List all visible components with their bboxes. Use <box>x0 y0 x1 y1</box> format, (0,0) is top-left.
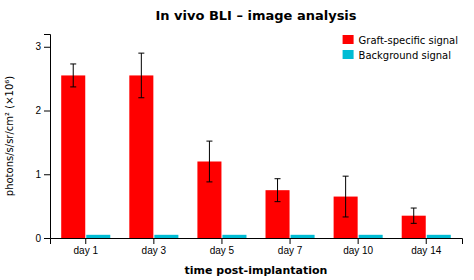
title: In vivo BLI – image analysis <box>155 8 356 23</box>
x-tick: day 3 <box>142 238 167 256</box>
x-tick-mark <box>358 238 359 244</box>
x-tick-mark <box>153 238 154 244</box>
legend-swatch <box>343 35 354 44</box>
legend: Graft-specific signal Background signal <box>343 35 458 61</box>
y-tick: 0 <box>35 233 50 244</box>
y-tick: 1 <box>35 169 50 180</box>
bar <box>154 235 178 238</box>
bar <box>86 235 110 238</box>
x-tick-mark <box>290 238 291 244</box>
error-bar <box>411 208 417 223</box>
x-tick-label: day 10 <box>343 245 373 256</box>
x-tick: day 5 <box>210 238 235 256</box>
error-bar <box>343 176 349 217</box>
x-tick: day 14 <box>411 238 441 256</box>
y-tick-label: 3 <box>35 41 41 52</box>
y-tick-mark <box>44 111 50 112</box>
x-axis-title: time post-implantation <box>185 264 328 277</box>
x-tick-mark <box>85 238 86 244</box>
legend-item: Graft-specific signal <box>343 35 458 46</box>
y-tick-mark <box>44 47 50 48</box>
bar <box>129 75 153 238</box>
error-bar <box>275 179 281 202</box>
y-tick-label: 2 <box>35 105 41 116</box>
x-tick: day 10 <box>343 238 373 256</box>
y-tick-mark <box>44 174 50 175</box>
x-tick-label: day 7 <box>278 245 303 256</box>
y-tick-label: 0 <box>35 233 41 244</box>
bar <box>359 235 383 238</box>
x-tick-label: day 5 <box>210 245 235 256</box>
chart: 0 1 2 3 day 1 day 3 day 5 day 7 day 10 day 14 Graf… <box>0 0 474 280</box>
x-tick: day 1 <box>74 238 99 256</box>
y-tick: 3 <box>35 41 50 52</box>
x-tick-mark <box>426 238 427 244</box>
x-tick-label: day 1 <box>74 245 99 256</box>
bar <box>222 235 246 238</box>
bar-series <box>61 53 426 238</box>
y-tick: 2 <box>35 105 50 116</box>
legend-label: Background signal <box>359 50 451 61</box>
legend-label: Graft-specific signal <box>359 35 458 46</box>
legend-swatch <box>343 50 354 59</box>
bar <box>291 235 315 238</box>
y-axis: 0 1 2 3 <box>35 35 50 244</box>
bar <box>61 75 85 238</box>
x-tick: day 7 <box>278 238 303 256</box>
y-tick-mark <box>44 238 50 239</box>
marks <box>61 53 451 238</box>
y-tick-label: 1 <box>35 169 41 180</box>
error-bar <box>206 141 212 182</box>
x-tick-label: day 14 <box>411 245 441 256</box>
error-bar <box>70 64 76 87</box>
bar <box>427 235 451 238</box>
bar-series <box>86 235 451 238</box>
plot: 0 1 2 3 day 1 day 3 day 5 day 7 day 10 day 14 Graf… <box>35 35 462 257</box>
x-axis-line <box>51 239 463 245</box>
x-tick-mark <box>221 238 222 244</box>
y-axis-title: photons/s/sr/cm² (×10⁶) <box>4 76 15 196</box>
error-bar <box>138 53 144 98</box>
legend-item: Background signal <box>343 50 451 61</box>
y-axis-line <box>44 35 51 239</box>
x-tick-label: day 3 <box>142 245 167 256</box>
x-axis: day 1 day 3 day 5 day 7 day 10 day 14 <box>51 238 463 256</box>
